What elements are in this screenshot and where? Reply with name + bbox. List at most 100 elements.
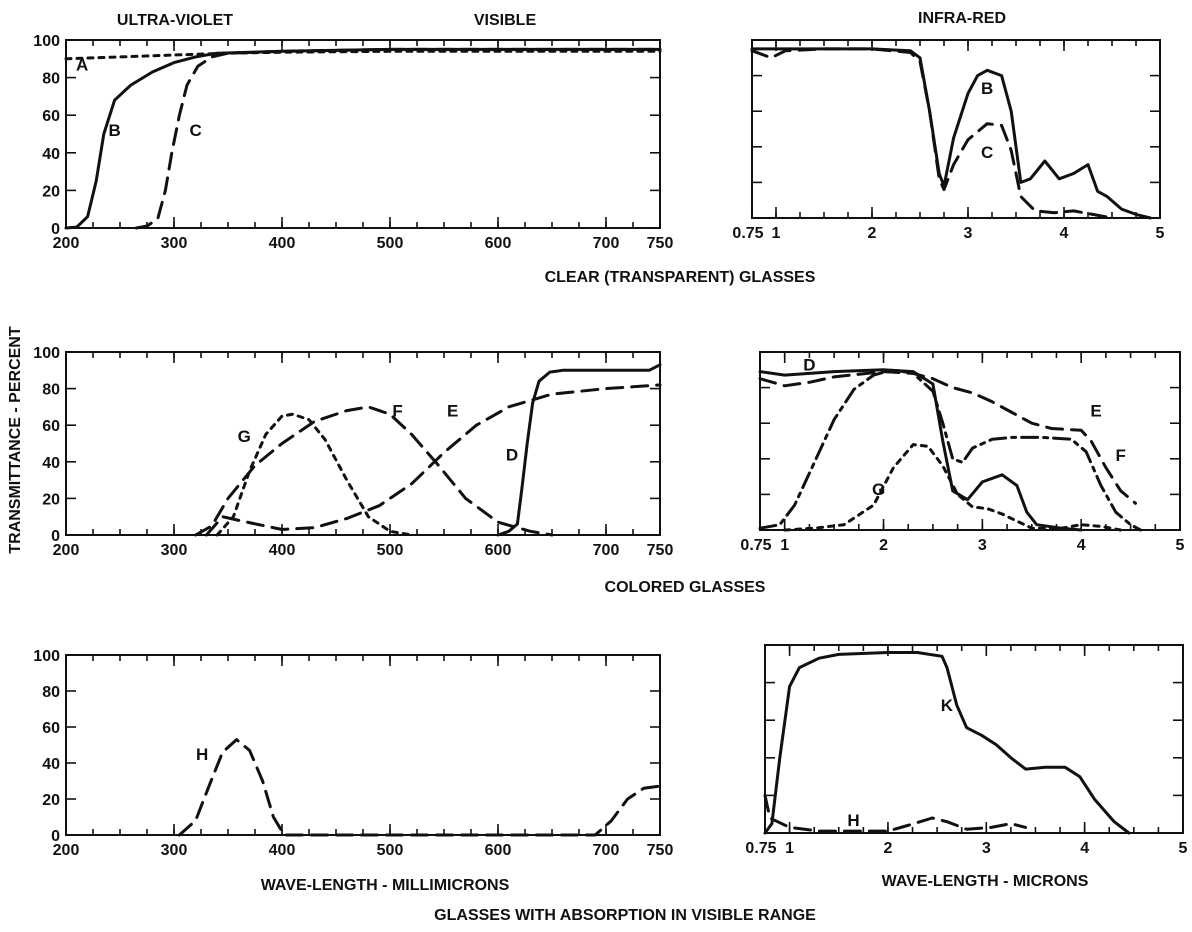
series-label-D: D	[803, 355, 815, 374]
region-label-infrared: INFRA-RED	[918, 10, 1006, 27]
series-label-D: D	[506, 445, 518, 464]
x-tick-label: 600	[485, 235, 512, 252]
x-tick-label: 300	[161, 235, 188, 252]
x-tick-label: 2	[868, 225, 877, 242]
group-title-absorbing: GLASSES WITH ABSORPTION IN VISIBLE RANGE	[434, 907, 816, 924]
plot-frame	[764, 644, 1184, 834]
x-tick-label: 5	[1179, 840, 1188, 857]
series-label-H: H	[847, 811, 859, 830]
x-tick-label: 750	[647, 235, 674, 252]
panel-colored-uv-visible: 200 300 400 500 600 700 750 0 20 40 60 80 100 D E F G	[33, 345, 673, 559]
series-curve-E	[758, 370, 1137, 505]
y-tick-label: 0	[51, 221, 60, 238]
x-tick-label: 4	[1060, 225, 1069, 242]
series-curve-G	[783, 443, 1123, 532]
y-tick-label: 20	[42, 491, 60, 508]
series-label-K: K	[941, 696, 954, 715]
series-curve-F	[758, 368, 1142, 532]
x-tick-label: 5	[1156, 225, 1165, 242]
y-tick-label: 60	[42, 720, 60, 737]
region-label-ultraviolet: ULTRA-VIOLET	[117, 12, 233, 29]
series-curve-G	[215, 412, 414, 537]
y-tick-label: 0	[51, 528, 60, 545]
x-tick-label: 500	[377, 542, 404, 559]
series-curve-B	[64, 47, 662, 230]
group-title-colored: COLORED GLASSES	[605, 579, 766, 596]
plot-frame	[759, 351, 1181, 531]
series-label-A: A	[76, 55, 88, 74]
xlabel-microns: WAVE-LENGTH - MICRONS	[882, 873, 1089, 890]
series-label-H: H	[196, 745, 208, 764]
panel-clear-infrared: 0.75 1 2 3 4 5 B C	[732, 39, 1165, 242]
series-curve-D	[496, 363, 662, 537]
x-tick-label: 400	[269, 235, 296, 252]
plot-frame	[65, 39, 661, 229]
x-tick-label: 750	[647, 842, 674, 859]
x-tick-label: 3	[964, 225, 973, 242]
y-tick-label: 80	[42, 684, 60, 701]
series-curve-A	[64, 49, 662, 61]
series-curve-H	[763, 793, 1028, 833]
x-tick-label: 300	[161, 542, 188, 559]
x-tick-label: 0.75	[740, 537, 771, 554]
x-tick-label: 400	[269, 542, 296, 559]
x-tick-label: 200	[53, 235, 80, 252]
x-tick-label: 500	[377, 235, 404, 252]
x-tick-label: 1	[785, 840, 794, 857]
x-tick-label: 600	[485, 542, 512, 559]
x-tick-label: 700	[593, 235, 620, 252]
series-curve-C	[134, 47, 662, 230]
panel-clear-uv-visible: 200 300 400 500 600 700 750 0 20 40 60 80 100 A B C	[33, 33, 673, 252]
y-tick-label: 80	[42, 382, 60, 399]
x-tick-label: 200	[53, 842, 80, 859]
series-label-B: B	[981, 79, 993, 98]
shared-ylabel: TRANSMITTANCE - PERCENT	[7, 326, 24, 553]
series-label-C: C	[189, 121, 201, 140]
x-tick-label: 600	[485, 842, 512, 859]
x-tick-label: 700	[593, 542, 620, 559]
series-curve-H	[177, 738, 660, 837]
x-tick-label: 3	[978, 537, 987, 554]
x-tick-label: 500	[377, 842, 404, 859]
y-tick-label: 100	[33, 345, 60, 362]
series-curve-K	[763, 651, 1131, 835]
x-tick-label: 750	[647, 542, 674, 559]
plot-frame	[65, 654, 661, 836]
x-tick-label: 4	[1077, 537, 1086, 554]
region-label-visible: VISIBLE	[474, 12, 537, 29]
plot-frame	[751, 39, 1161, 219]
group-title-clear: CLEAR (TRANSPARENT) GLASSES	[545, 269, 816, 286]
y-tick-label: 40	[42, 756, 60, 773]
y-tick-label: 60	[42, 108, 60, 125]
series-curve-C	[750, 47, 1114, 220]
x-tick-label: 1	[780, 537, 789, 554]
series-label-E: E	[1090, 402, 1101, 421]
y-tick-label: 100	[33, 33, 60, 50]
y-tick-label: 80	[42, 71, 60, 88]
y-tick-label: 100	[33, 648, 60, 665]
x-tick-label: 2	[879, 537, 888, 554]
series-label-B: B	[108, 121, 120, 140]
x-tick-label: 3	[982, 840, 991, 857]
panel-absorbing-infrared: 0.75 1 2 3 4 5 K H	[745, 644, 1188, 857]
x-tick-label: 400	[269, 842, 296, 859]
series-curve-B	[750, 47, 1152, 220]
series-curve-D	[758, 368, 1083, 532]
series-label-C: C	[981, 143, 993, 162]
y-tick-label: 0	[51, 828, 60, 845]
x-tick-label: 300	[161, 842, 188, 859]
panel-absorbing-uv-visible: 200 300 400 500 600 700 750 0 20 40 60 80 100 H	[33, 648, 673, 859]
xlabel-millimicrons: WAVE-LENGTH - MILLIMICRONS	[261, 877, 510, 894]
y-tick-label: 60	[42, 418, 60, 435]
x-tick-label: 1	[772, 225, 781, 242]
y-tick-label: 20	[42, 183, 60, 200]
x-tick-label: 0.75	[732, 225, 763, 242]
series-label-G: G	[872, 480, 885, 499]
x-tick-label: 5	[1176, 537, 1185, 554]
x-tick-label: 200	[53, 542, 80, 559]
x-tick-label: 2	[883, 840, 892, 857]
series-label-F: F	[392, 402, 402, 421]
x-tick-label: 700	[593, 842, 620, 859]
x-tick-label: 0.75	[745, 840, 776, 857]
